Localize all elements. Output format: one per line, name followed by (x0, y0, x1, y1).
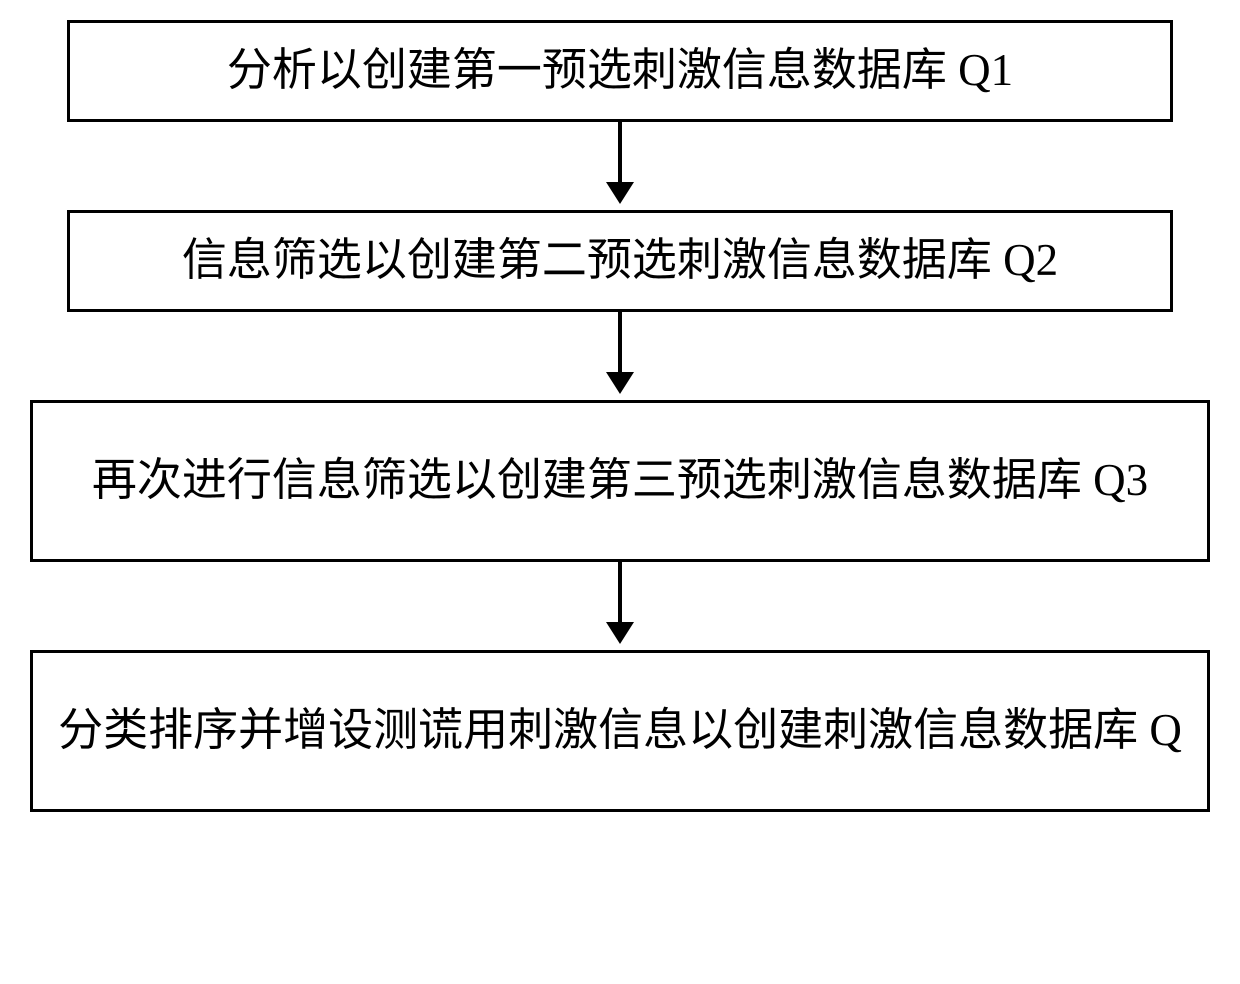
arrow-down-icon (606, 312, 634, 394)
flowchart-node-q: 分类排序并增设测谎用刺激信息以创建刺激信息数据库 Q (30, 650, 1210, 812)
flowchart-node-q2: 信息筛选以创建第二预选刺激信息数据库 Q2 (67, 210, 1173, 312)
flowchart-arrow-3 (0, 562, 1240, 644)
node-label: 信息筛选以创建第二预选刺激信息数据库 Q2 (182, 227, 1058, 295)
node-label: 分类排序并增设测谎用刺激信息以创建刺激信息数据库 Q (58, 697, 1182, 765)
arrow-down-icon (606, 562, 634, 644)
arrow-down-icon (606, 122, 634, 204)
node-label: 再次进行信息筛选以创建第三预选刺激信息数据库 Q3 (92, 447, 1148, 515)
flowchart-arrow-1 (0, 122, 1240, 204)
flowchart-node-q1: 分析以创建第一预选刺激信息数据库 Q1 (67, 20, 1173, 122)
node-label: 分析以创建第一预选刺激信息数据库 Q1 (227, 37, 1013, 105)
flowchart-canvas: 分析以创建第一预选刺激信息数据库 Q1 信息筛选以创建第二预选刺激信息数据库 Q… (0, 0, 1240, 984)
flowchart-arrow-2 (0, 312, 1240, 394)
flowchart-node-q3: 再次进行信息筛选以创建第三预选刺激信息数据库 Q3 (30, 400, 1210, 562)
